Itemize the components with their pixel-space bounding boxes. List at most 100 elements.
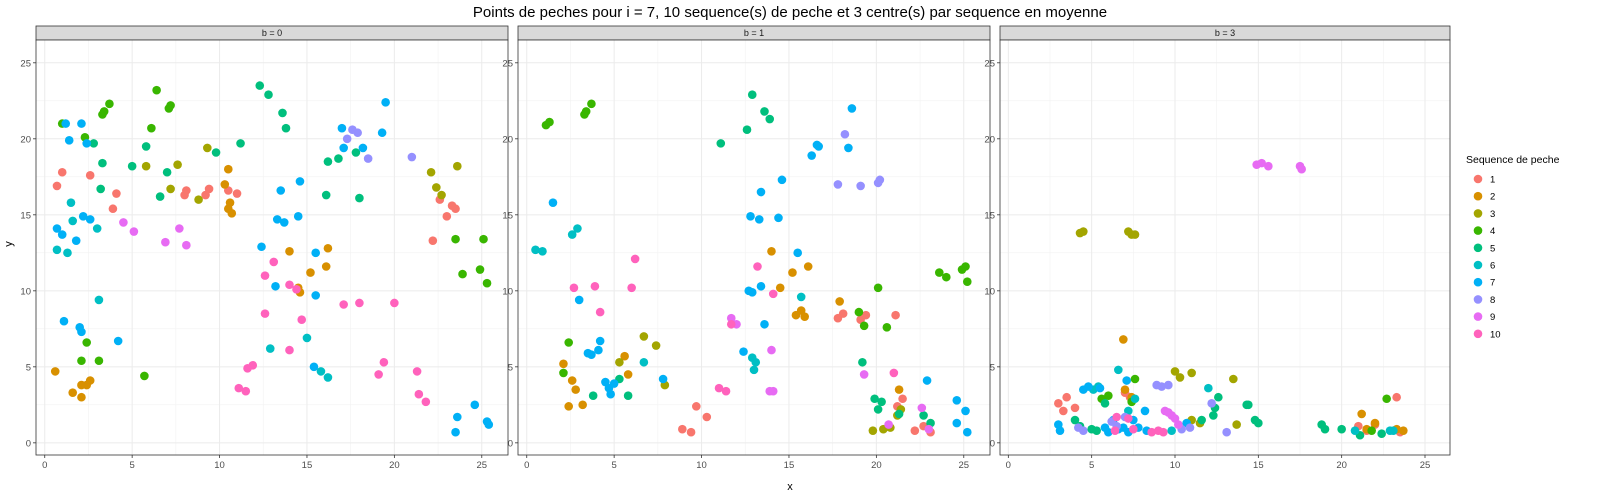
data-point [1054,399,1063,408]
data-point [1187,368,1196,378]
legend-label: 3 [1490,209,1495,220]
data-point [61,119,71,128]
data-point [1222,427,1231,437]
data-point [768,289,778,299]
data-point [140,371,149,381]
data-point [437,190,446,200]
chart-title: Points de peches pour i = 7, 10 sequence… [473,4,1107,21]
data-point [559,359,568,369]
data-point [1175,373,1185,382]
data-point [1204,383,1213,393]
data-point [374,370,383,379]
data-point [774,213,783,223]
x-tick-label: 5 [129,460,134,471]
data-point [651,341,661,350]
legend-item: 4 [1473,226,1495,237]
y-tick-label: 20 [502,134,513,145]
data-point [99,107,109,116]
data-point [756,281,766,291]
panel-border [35,39,509,456]
data-point [162,167,172,177]
legend-item: 1 [1473,175,1495,186]
data-point [220,180,230,189]
data-point [68,388,78,397]
data-point [838,309,848,318]
data-point [293,212,303,221]
legend-label: 9 [1490,312,1495,323]
data-point [714,383,724,393]
data-point [716,139,726,148]
y-tick-label: 10 [20,286,31,297]
data-point [768,386,778,396]
data-point [1167,426,1176,435]
data-point [567,230,577,239]
data-point [1399,426,1408,435]
data-point [777,175,787,185]
data-point [595,336,605,346]
data-point [807,151,816,160]
legend-item: 2 [1473,192,1495,203]
data-point [1147,427,1156,437]
data-point [173,160,182,169]
data-point [105,99,114,109]
data-point [166,101,175,110]
data-point [910,426,920,435]
legend-item: 5 [1473,243,1495,254]
data-point [854,307,864,317]
y-tick-label: 20 [984,134,995,145]
data-point [578,400,587,410]
x-tick-label: 5 [1089,460,1094,471]
data-point [451,204,460,214]
data-point [623,391,633,401]
data-point [1392,392,1401,402]
plot-panel [518,40,990,455]
legend-swatch [1473,243,1483,253]
data-point [78,212,88,221]
data-point [204,184,214,194]
plot-panel [1000,40,1450,455]
data-point [255,81,265,90]
data-point [891,310,900,320]
data-point [77,392,86,402]
data-point [458,269,467,279]
data-point [379,357,389,367]
data-point [1214,392,1223,402]
data-point [260,309,270,318]
data-point [323,243,333,253]
data-point [803,262,813,271]
data-point [323,157,333,166]
data-point [161,237,170,247]
data-point [567,376,577,385]
data-point [306,268,315,277]
data-point [475,265,485,274]
data-point [962,277,972,287]
data-point [182,186,191,195]
data-point [232,189,242,198]
data-point [77,356,86,366]
facet-panel: b = 0 0 5 10 15 20 25 0 5 10 15 20 25 [20,25,509,471]
data-point [1084,382,1093,391]
data-point [1264,161,1273,171]
data-point [1297,164,1306,174]
data-point [574,295,584,305]
data-point [285,247,294,256]
data-point [573,224,582,233]
facet-strip-label: b = 3 [1215,28,1235,38]
data-point [1120,385,1130,394]
data-point [316,367,326,376]
data-point [753,262,762,271]
data-point [1337,424,1346,434]
data-point [297,315,307,325]
data-point [627,283,636,293]
data-point [309,362,319,372]
x-tick-label: 20 [871,460,882,471]
data-point [152,85,161,95]
data-point [1197,415,1206,425]
data-point [639,357,649,367]
data-point [856,181,865,191]
legend-swatch [1473,209,1483,218]
data-point [1104,391,1113,401]
data-point [840,129,850,139]
data-point [1350,426,1360,435]
data-point [1164,380,1173,390]
